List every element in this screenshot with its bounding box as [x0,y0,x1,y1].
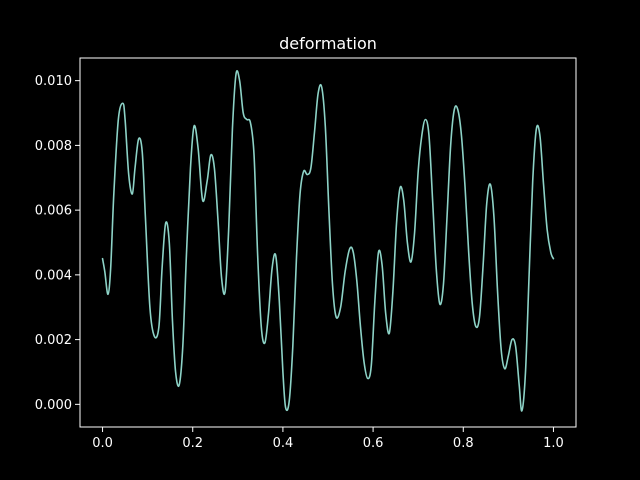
x-tick-label: 0.0 [92,436,113,451]
x-tick-label: 0.2 [182,436,203,451]
y-tick-label: 0.004 [35,268,72,283]
chart-title: deformation [279,34,377,53]
y-axis-ticks: 0.000 0.002 0.004 0.006 0.008 0.010 [35,74,80,413]
plot-area-frame [79,57,577,428]
y-tick-label: 0.006 [35,204,72,219]
series-line-deformation [101,70,555,412]
y-tick-label: 0.008 [35,139,72,154]
y-tick-label: 0.010 [35,74,72,89]
x-tick-label: 0.4 [273,436,294,451]
y-tick-label: 0.000 [35,398,72,413]
x-tick-label: 0.8 [453,436,474,451]
x-tick-label: 0.6 [363,436,384,451]
y-tick-label: 0.002 [35,333,72,348]
x-axis-ticks: 0.0 0.2 0.4 0.6 0.8 1.0 [92,427,564,451]
x-tick-label: 1.0 [543,436,564,451]
